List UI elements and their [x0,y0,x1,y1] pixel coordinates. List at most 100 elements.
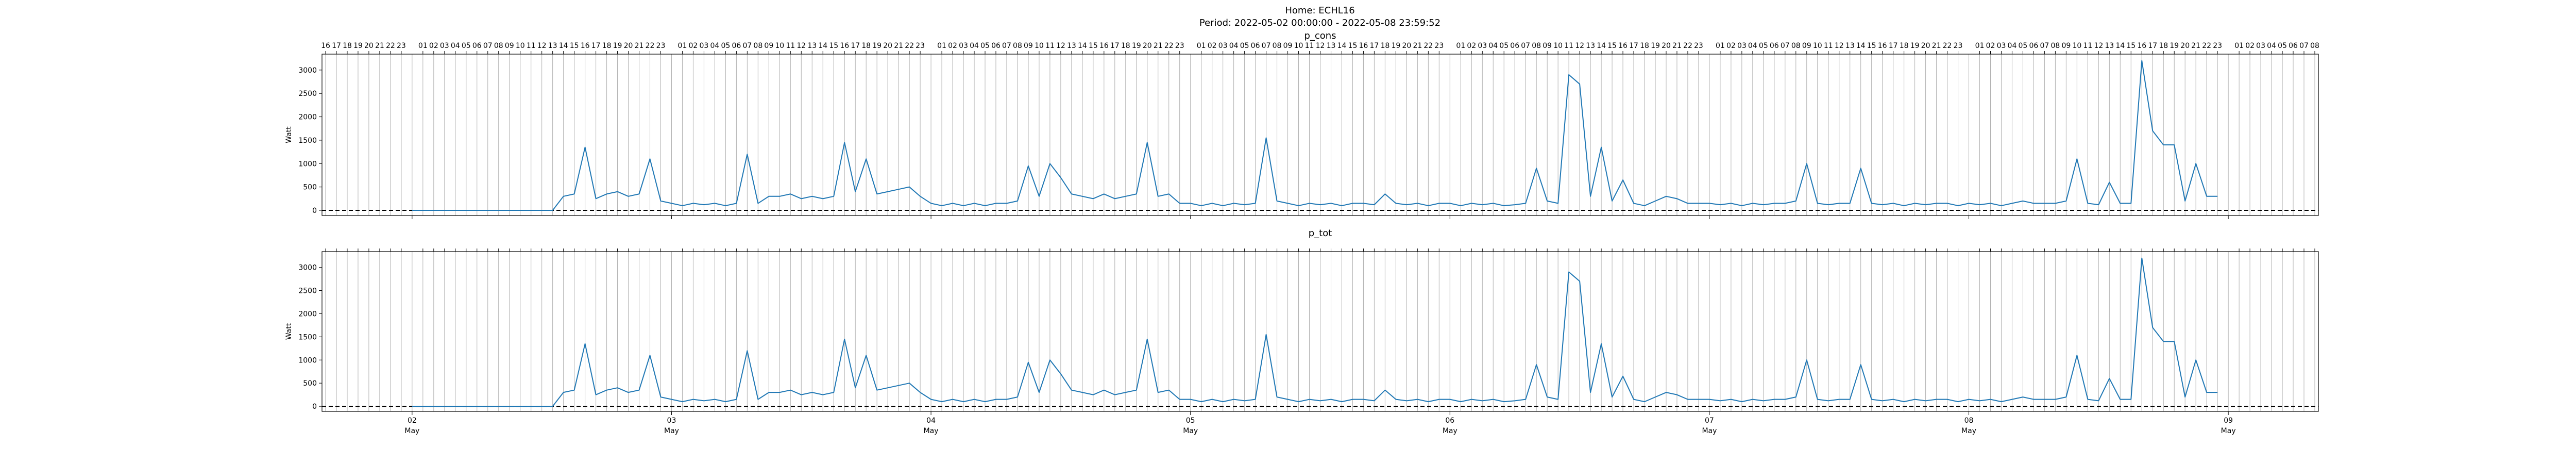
x-hour-label: 21 [2191,42,2200,50]
data-line [412,60,2218,211]
x-hour-label: 08 [2310,42,2319,50]
x-hour-label: 15 [1607,42,1617,50]
x-tick-label-line: May [1961,427,1976,435]
x-hour-label: 22 [386,42,395,50]
x-hour-label: 18 [2159,42,2168,50]
x-hour-label: 08 [1791,42,1801,50]
x-hour-label: 05 [721,42,730,50]
x-hour-label: 06 [732,42,741,50]
x-tick-label-line: May [664,427,679,435]
x-hour-label: 04 [710,42,719,50]
y-tick-label: 1500 [298,137,317,145]
y-axis-label: Watt [285,323,293,340]
x-tick-label: 05 May [1183,417,1198,435]
x-hour-label: 14 [1856,42,1866,50]
x-hour-label: 23 [1954,42,1963,50]
y-tick-label: 3000 [298,264,317,272]
x-hour-label: 05 [462,42,471,50]
x-hour-label: 10 [1294,42,1303,50]
x-hour-label: 14 [1337,42,1347,50]
y-tick-label: 0 [312,207,317,215]
x-hour-label: 13 [548,42,557,50]
y-tick-label: 0 [312,403,317,411]
x-hour-label: 12 [2094,42,2103,50]
x-hour-label: 12 [1835,42,1844,50]
x-hour-label: 17 [1110,42,1120,50]
x-hour-label: 11 [1564,42,1573,50]
figure-subtitle: Period: 2022-05-02 00:00:00 - 2022-05-08… [1199,18,1440,28]
y-tick-label: 2000 [298,310,317,318]
y-tick-label: 2000 [298,113,317,122]
x-hour-label: 17 [851,42,860,50]
x-hour-label: 11 [1305,42,1314,50]
x-hour-label: 19 [353,42,363,50]
y-tick-label: 2500 [298,90,317,98]
x-hour-label: 20 [1143,42,1152,50]
x-hour-label: 21 [1672,42,1682,50]
x-hour-label: 07 [2040,42,2049,50]
axes-frame [321,251,2319,412]
x-hour-label: 20 [364,42,374,50]
x-tick-label-line: 04 [926,417,936,425]
x-hour-label: 01 [1716,42,1725,50]
x-hour-label: 10 [775,42,784,50]
x-hour-label: 03 [440,42,449,50]
x-hour-label: 14 [1078,42,1087,50]
x-tick-label: 07 May [1702,417,1717,435]
x-hour-label: 02 [429,42,438,50]
x-hour-label: 22 [1943,42,1952,50]
x-hour-label: 06 [2289,42,2298,50]
x-hour-label: 11 [786,42,795,50]
x-tick-label-line: May [2221,427,2236,435]
x-hour-label: 05 [1499,42,1509,50]
x-hour-label: 10 [1553,42,1563,50]
x-hour-label: 04 [1748,42,1757,50]
x-hour-label: 01 [1975,42,1985,50]
x-hour-label: 17 [591,42,601,50]
x-hour-label: 19 [613,42,622,50]
x-hour-label: 01 [678,42,687,50]
x-hour-label: 09 [1543,42,1552,50]
x-hour-label: 13 [1586,42,1595,50]
x-hour-label: 07 [2299,42,2309,50]
subplot-title: p_cons [1304,30,1336,41]
x-hour-label: 20 [2180,42,2190,50]
x-hour-label: 04 [970,42,979,50]
x-hour-label: 19 [1391,42,1400,50]
y-axis-label: Watt [285,126,293,143]
x-hour-label: 14 [559,42,568,50]
x-hour-label: 17 [1629,42,1638,50]
x-hour-label: 08 [2050,42,2060,50]
x-hour-label: 20 [883,42,892,50]
x-hour-label: 02 [1467,42,1476,50]
x-hour-label: 19 [1132,42,1141,50]
x-hour-label: 01 [937,42,946,50]
x-hour-label: 01 [2234,42,2244,50]
x-hour-label: 06 [1770,42,1779,50]
subplot-title: p_tot [1309,228,1332,239]
x-hour-label: 04 [1488,42,1498,50]
x-hour-label: 23 [1175,42,1184,50]
x-hour-label: 01 [1197,42,1206,50]
x-tick-label: 08 May [1961,417,1976,435]
x-tick-label-line: 02 [408,417,417,425]
x-hour-label: 05 [1240,42,1249,50]
x-hour-label: 16 [1618,42,1628,50]
x-hour-label: 07 [742,42,752,50]
x-hour-label: 22 [1423,42,1433,50]
x-hour-label: 21 [1932,42,1941,50]
x-hour-label: 10 [1813,42,1822,50]
x-hour-label: 09 [505,42,514,50]
x-hour-label: 06 [1510,42,1519,50]
x-hour-label: 07 [1781,42,1790,50]
x-hour-label: 08 [1532,42,1541,50]
x-hour-label: 03 [959,42,968,50]
x-hour-label: 03 [2256,42,2265,50]
x-tick-label-line: May [404,427,419,435]
x-hour-label: 21 [1154,42,1163,50]
x-hour-label: 11 [1824,42,1833,50]
x-hour-label: 20 [1402,42,1411,50]
x-hour-label: 12 [796,42,806,50]
x-hour-label: 03 [1218,42,1228,50]
